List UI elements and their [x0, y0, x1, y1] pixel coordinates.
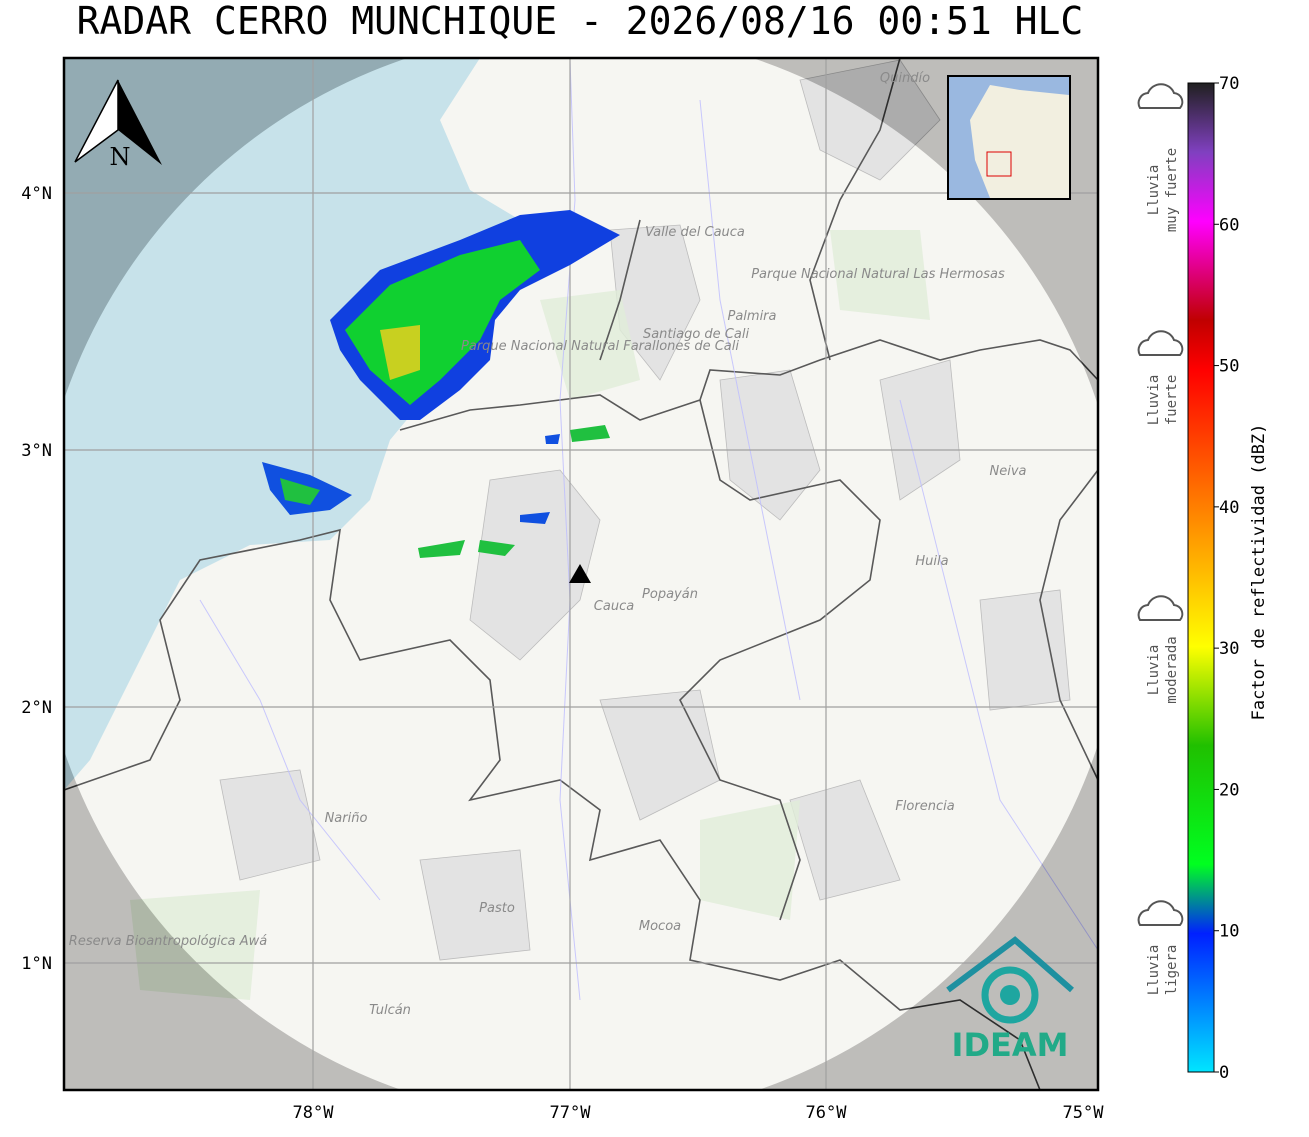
colorbar-label: Factor de reflectividad (dBZ): [1249, 424, 1269, 721]
rain-label: Lluvia: [1146, 375, 1162, 426]
place-labels: Quindío Valle del Cauca Parque Nacional Na…: [69, 71, 1027, 1018]
lat-tick-label: 3°N: [21, 441, 52, 461]
logo: IDEAM: [946, 936, 1074, 1064]
colorbar-tick-label: 40: [1219, 498, 1239, 518]
relief: [219, 59, 1071, 961]
rain-label: fuerte: [1164, 375, 1180, 426]
graticule: [64, 58, 1098, 1090]
colorbar-tick-label: 50: [1219, 357, 1239, 377]
lon-tick-label: 75°W: [1063, 1103, 1105, 1123]
colorbar-tick-label: 20: [1219, 780, 1239, 800]
map: Quindío Valle del Cauca Parque Nacional Na…: [64, 58, 1098, 1090]
cloud-icon: [1137, 83, 1184, 109]
rain-label: Lluvia: [1146, 165, 1162, 216]
rivers: [199, 59, 1098, 1001]
map-frame: [62, 56, 1100, 1092]
place-label: Quindío: [880, 71, 930, 86]
rain-level: Lluvia muy fuerte: [1137, 83, 1184, 232]
axis-labels: 78°W 77°W 76°W 75°W 4°N 3°N 2°N 1°N: [21, 184, 1104, 1123]
rain-label: ligera: [1164, 945, 1180, 996]
place-label: Nariño: [325, 811, 368, 826]
place-label: Tulcán: [369, 1003, 411, 1018]
colorbar-tick-label: 60: [1219, 215, 1239, 235]
place-label: Cauca: [594, 599, 634, 614]
place-label: Pasto: [479, 901, 515, 916]
radar-site: [569, 564, 591, 583]
place-label: Huila: [915, 554, 948, 569]
place-label: Parque Nacional Natural Farallones de Ca…: [461, 339, 739, 354]
cloud-icon: [1137, 595, 1184, 621]
lat-tick-label: 2°N: [21, 698, 52, 718]
place-label: Parque Nacional Natural Las Hermosas: [751, 267, 1005, 282]
place-label: Popayán: [642, 587, 698, 602]
ocean: [64, 58, 520, 790]
lat-tick-label: 4°N: [21, 184, 52, 204]
colorbar-ticks: 0 10 20 30 40 50 60 70: [1214, 74, 1239, 1083]
place-label: Florencia: [895, 799, 954, 814]
cloud-icon: [1137, 330, 1184, 356]
rain-label: Lluvia: [1146, 645, 1162, 696]
north-arrow: N: [74, 79, 162, 171]
rain-label: muy fuerte: [1164, 148, 1180, 232]
borders: [64, 58, 1098, 1090]
rain-level: Lluvia ligera: [1137, 900, 1184, 996]
place-label: Palmira: [727, 309, 776, 324]
colorbar-tick-label: 70: [1219, 74, 1239, 94]
title: RADAR CERRO MUNCHIQUE - 2026/08/16 00:51…: [77, 0, 1084, 43]
place-label: Valle del Cauca: [645, 225, 745, 240]
colorbar: [1187, 82, 1215, 1073]
rain-level: Lluvia fuerte: [1137, 330, 1184, 426]
rain-label: moderada: [1164, 636, 1180, 703]
radar-echoes: [262, 210, 620, 558]
inset-map: [947, 75, 1071, 200]
rain-level: Lluvia moderada: [1137, 595, 1184, 704]
place-label: Santiago de Cali: [643, 327, 750, 342]
lon-tick-label: 77°W: [550, 1103, 592, 1123]
place-label: Reserva Bioantropológica Awá: [69, 934, 267, 949]
lon-tick-label: 78°W: [293, 1103, 335, 1123]
place-label: Mocoa: [639, 919, 681, 934]
colorbar-tick-label: 0: [1219, 1063, 1229, 1083]
rain-label: Lluvia: [1146, 945, 1162, 996]
colorbar-tick-label: 10: [1219, 922, 1239, 942]
cloud-icon: [1137, 900, 1184, 926]
place-label: Neiva: [990, 464, 1027, 479]
colorbar-tick-label: 30: [1219, 639, 1239, 659]
north-label: N: [110, 143, 131, 171]
lon-tick-label: 76°W: [806, 1103, 848, 1123]
lat-tick-label: 1°N: [21, 954, 52, 974]
logo-text: IDEAM: [952, 1026, 1069, 1064]
